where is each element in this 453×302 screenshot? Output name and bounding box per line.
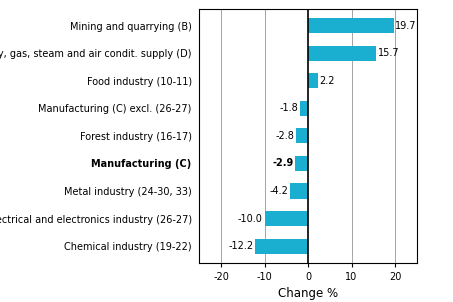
Text: 2.2: 2.2 — [319, 76, 335, 86]
Text: 15.7: 15.7 — [378, 48, 400, 58]
Text: -2.8: -2.8 — [275, 131, 294, 141]
Bar — [308, 46, 376, 61]
Bar — [255, 239, 308, 254]
Bar — [290, 183, 308, 199]
Text: 19.7: 19.7 — [395, 21, 417, 31]
Text: -4.2: -4.2 — [269, 186, 288, 196]
Bar — [300, 101, 308, 116]
Text: -12.2: -12.2 — [228, 241, 253, 251]
Bar — [296, 128, 308, 143]
Bar — [265, 211, 308, 226]
X-axis label: Change %: Change % — [278, 287, 338, 300]
Text: -1.8: -1.8 — [280, 103, 299, 113]
Bar — [308, 18, 394, 33]
Text: -10.0: -10.0 — [238, 214, 263, 223]
Text: -2.9: -2.9 — [272, 159, 294, 169]
Bar — [308, 73, 318, 88]
Bar — [295, 156, 308, 171]
